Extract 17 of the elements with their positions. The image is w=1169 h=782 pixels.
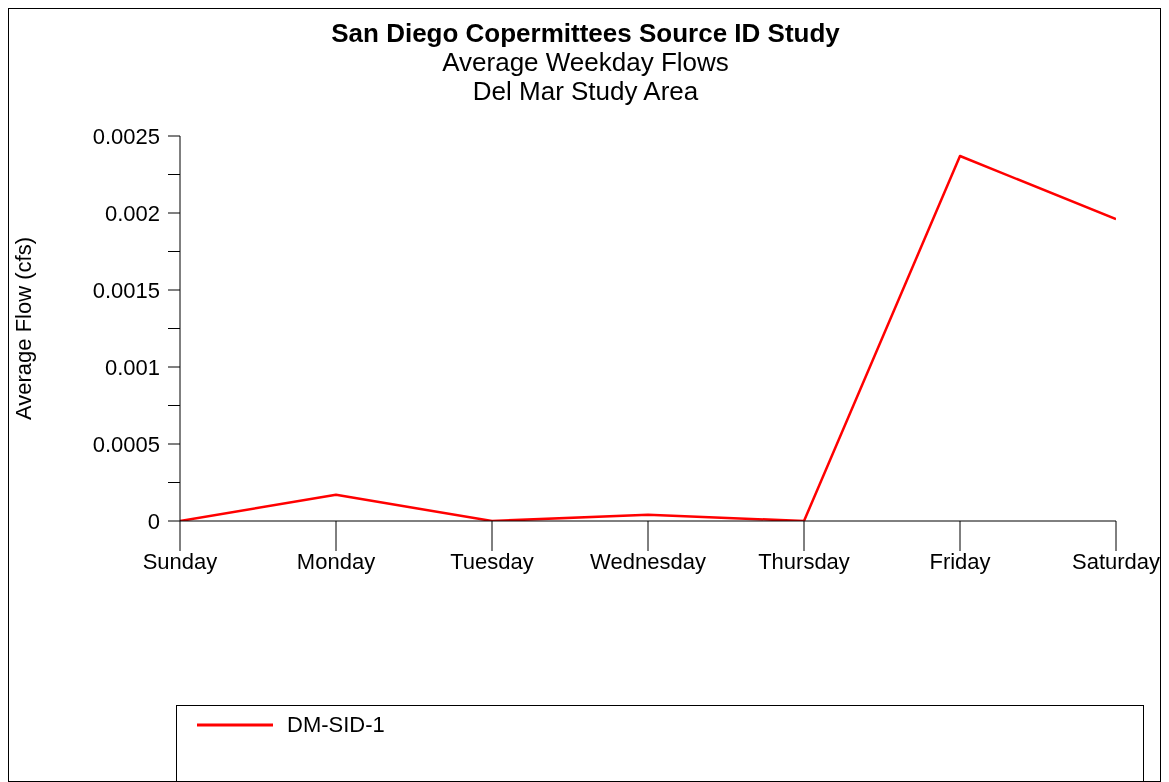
x-tick-label: Wednesday (590, 548, 706, 574)
y-tick-label: 0 (147, 508, 160, 534)
legend-label: DM-SID-1 (287, 712, 385, 738)
y-tick-label: 0.0025 (92, 123, 160, 149)
x-tick-label: Friday (929, 548, 991, 574)
y-tick-label: 0.0005 (92, 431, 160, 457)
y-tick-label: 0.001 (104, 354, 160, 380)
x-tick-label: Tuesday (450, 548, 534, 574)
x-tick-label: Thursday (758, 548, 850, 574)
x-tick-label: Sunday (142, 548, 218, 574)
chart-title: San Diego Copermittees Source ID Study (330, 18, 841, 48)
chart-subtitle: Average Weekday Flows Del Mar Study Area (441, 47, 730, 106)
y-axis-title: Average Flow (cfs) (10, 237, 36, 420)
y-tick-label: 0.002 (104, 200, 160, 226)
x-tick-label: Monday (296, 548, 376, 574)
x-tick-label: Saturday (1071, 548, 1161, 574)
y-tick-label: 0.0015 (92, 277, 160, 303)
